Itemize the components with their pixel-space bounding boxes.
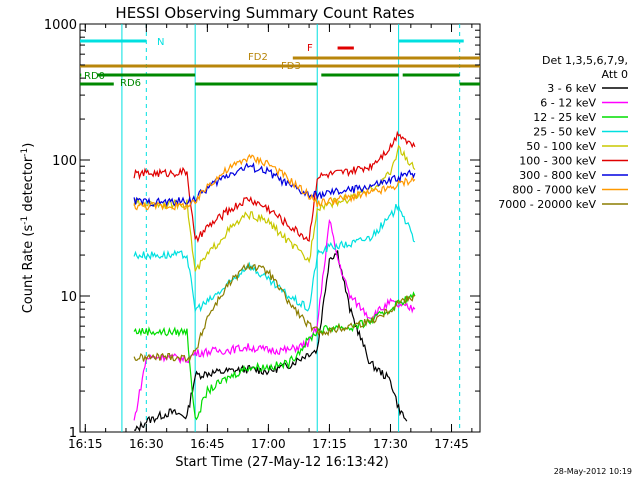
y-axis-label: Count Rate (s-1 detector-1) — [20, 143, 36, 314]
flag-label: RD0 — [84, 71, 105, 82]
series-line — [133, 218, 416, 421]
y-tick-label: 100 — [52, 154, 77, 169]
series-layer — [133, 130, 416, 432]
plot-frame — [79, 23, 481, 433]
flags-layer: N F FD2 FD3 RD0 RD6 — [80, 37, 480, 89]
y-axis: 1 10 100 1000 — [44, 18, 480, 441]
x-axis: 16:15 16:30 16:45 17:00 17:15 17:30 17:45 — [68, 24, 473, 451]
x-axis-label: Start Time (27-May-12 16:13:42) — [175, 455, 389, 470]
x-tick-label: 17:45 — [434, 437, 469, 451]
x-tick-label: 16:30 — [129, 437, 164, 451]
plot-area: N F FD2 FD3 RD0 RD6 16:15 16:30 16:45 17:00 17:15… — [44, 18, 481, 451]
legend-label: 100 - 300 keV — [519, 155, 596, 168]
footer-timestamp: 28-May-2012 10:19 — [554, 467, 632, 476]
series-line — [133, 203, 416, 314]
legend-label: 800 - 7000 keV — [512, 184, 596, 197]
flag-label: N — [157, 37, 164, 48]
legend-label: 25 - 50 keV — [533, 126, 596, 139]
y-tick-label: 10 — [60, 290, 77, 305]
x-tick-label: 17:00 — [251, 437, 286, 451]
series-line — [133, 261, 416, 362]
chart-title: HESSI Observing Summary Count Rates — [115, 4, 414, 22]
legend-label: 12 - 25 keV — [533, 111, 596, 124]
x-tick-label: 17:30 — [373, 437, 408, 451]
series-line — [133, 291, 416, 421]
legend-label: 300 - 800 keV — [519, 169, 596, 182]
series-line — [133, 162, 416, 208]
legend: Det 1,3,5,6,7,9, Att 0 3 - 6 keV 6 - 12 k… — [498, 54, 628, 211]
y-tick-label: 1000 — [44, 18, 77, 33]
series-line — [133, 153, 416, 211]
flag-label: FD2 — [248, 52, 268, 63]
flag-label: RD6 — [120, 78, 141, 89]
x-tick-label: 17:15 — [312, 437, 347, 451]
legend-label: 7000 - 20000 keV — [498, 198, 596, 211]
time-markers — [121, 24, 461, 432]
flag-label: F — [307, 43, 313, 54]
legend-header-detectors: Det 1,3,5,6,7,9, — [542, 54, 628, 67]
flag-label: FD3 — [281, 61, 301, 72]
legend-label: 50 - 100 keV — [526, 140, 596, 153]
x-tick-label: 16:45 — [190, 437, 225, 451]
series-line — [133, 130, 416, 244]
y-tick-label: 1 — [69, 426, 77, 441]
legend-header-attenuator: Att 0 — [602, 68, 628, 81]
x-tick-label: 16:15 — [68, 437, 103, 451]
legend-label: 6 - 12 keV — [540, 97, 596, 110]
legend-label: 3 - 6 keV — [547, 82, 596, 95]
